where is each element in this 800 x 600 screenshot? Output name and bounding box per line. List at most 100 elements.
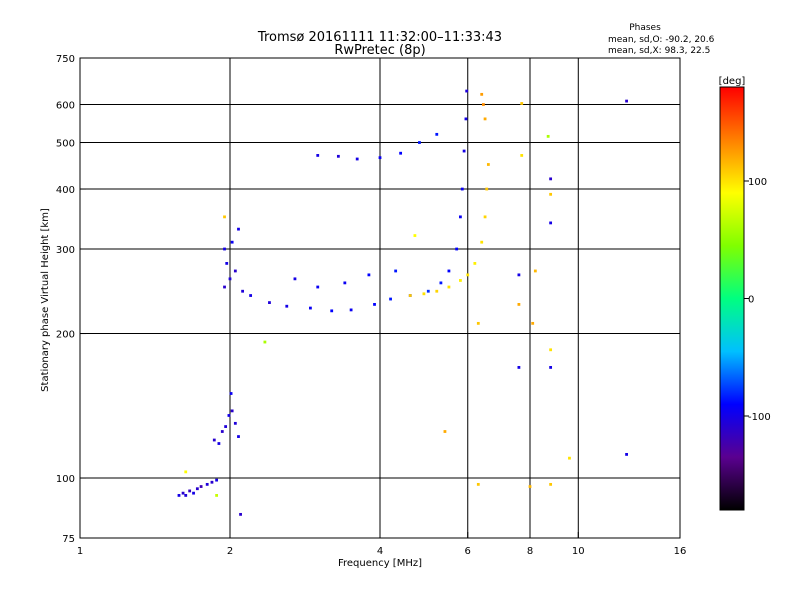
- chart-title: Tromsø 20161111 11:32:00–11:33:43: [257, 30, 502, 45]
- data-points: [177, 89, 628, 516]
- o-mode-point: [343, 281, 347, 285]
- o-mode-point: [228, 277, 232, 281]
- y-tick-label: 500: [56, 139, 75, 150]
- o-mode-point: [205, 482, 209, 486]
- o-mode-point: [212, 438, 216, 442]
- o-mode-point: [223, 247, 226, 251]
- colorbar-tick-label: 0: [748, 295, 754, 306]
- y-tick-label: 750: [56, 54, 75, 65]
- o-mode-point: [227, 414, 231, 417]
- colorbar-tick-label: -100: [748, 412, 771, 423]
- o-mode-point: [241, 289, 245, 293]
- o-mode-point: [285, 304, 289, 308]
- o-mode-point: [435, 132, 439, 136]
- y-tick-label: 400: [56, 185, 75, 196]
- o-mode-point: [447, 269, 451, 273]
- o-mode-point: [373, 303, 376, 306]
- x-mode-point: [520, 154, 524, 157]
- x-mode-point: [408, 294, 412, 297]
- grid-lines: [80, 58, 680, 538]
- o-mode-point: [460, 187, 464, 191]
- y-axis: 75 100 200 300 400 500 600 750: [56, 54, 86, 545]
- o-mode-point: [309, 306, 312, 310]
- o-mode-point: [336, 154, 340, 158]
- x-axis: 1 2 4 6 8 10 16: [77, 532, 687, 557]
- o-mode-point: [237, 435, 240, 438]
- x-tick-label: 2: [227, 546, 233, 557]
- o-mode-point: [399, 151, 403, 155]
- o-mode-point: [210, 480, 214, 484]
- x-mode-point: [459, 279, 462, 282]
- x-mode-point: [473, 261, 477, 265]
- o-mode-point: [625, 99, 628, 103]
- x-mode-point: [549, 348, 553, 352]
- x-tick-label: 1: [77, 546, 83, 557]
- o-mode-point: [199, 485, 203, 488]
- x-mode-point: [533, 269, 537, 273]
- o-mode-point: [177, 494, 181, 497]
- o-mode-point: [233, 421, 237, 425]
- x-mode-point: [546, 134, 550, 138]
- o-mode-point: [192, 491, 195, 495]
- o-mode-point: [426, 289, 430, 293]
- o-mode-point: [225, 261, 229, 265]
- o-mode-point: [224, 425, 228, 428]
- o-mode-point: [464, 117, 468, 121]
- x-mode-point: [549, 192, 553, 196]
- x-mode-point: [263, 340, 267, 344]
- x-tick-label: 6: [465, 546, 471, 557]
- o-mode-point: [188, 489, 192, 493]
- y-tick-label: 75: [62, 534, 75, 545]
- x-mode-point: [413, 234, 417, 237]
- o-mode-point: [330, 309, 334, 313]
- o-mode-point: [237, 227, 240, 231]
- x-mode-point: [486, 163, 490, 166]
- x-mode-point: [549, 482, 553, 486]
- y-tick-label: 300: [56, 245, 75, 256]
- o-mode-point: [549, 177, 553, 181]
- o-mode-point: [465, 89, 469, 93]
- x-tick-label: 16: [674, 546, 687, 557]
- colorbar-tick-label: 100: [748, 177, 767, 188]
- y-tick-label: 600: [56, 101, 75, 112]
- o-mode-point: [249, 294, 253, 297]
- x-axis-label: Frequency [MHz]: [338, 558, 422, 569]
- y-tick-label: 100: [56, 474, 75, 485]
- x-mode-point: [481, 103, 485, 106]
- x-mode-point: [520, 102, 524, 105]
- colorbar-label: [deg]: [719, 76, 746, 87]
- x-mode-point: [215, 494, 219, 497]
- o-mode-point: [459, 215, 462, 219]
- x-mode-point: [443, 430, 447, 433]
- x-mode-point: [517, 303, 521, 306]
- o-mode-point: [230, 409, 234, 413]
- o-mode-point: [439, 281, 443, 285]
- o-mode-point: [549, 221, 553, 225]
- colorbar: [719, 86, 745, 511]
- o-mode-point: [517, 273, 521, 277]
- x-mode-point: [485, 187, 489, 191]
- o-mode-point: [455, 247, 459, 251]
- o-mode-point: [517, 366, 521, 369]
- o-mode-point: [625, 453, 628, 456]
- o-mode-point: [549, 366, 553, 369]
- o-mode-point: [181, 491, 185, 495]
- o-mode-point: [230, 240, 234, 244]
- o-mode-point: [462, 149, 466, 153]
- o-mode-point: [389, 297, 392, 301]
- x-mode-point: [223, 215, 226, 219]
- o-mode-point: [293, 277, 297, 281]
- y-tick-label: 200: [56, 330, 75, 341]
- x-mode-point: [476, 482, 480, 486]
- phase-stats-x: mean, sd,X: 98.3, 22.5: [608, 46, 710, 56]
- o-mode-point: [239, 512, 242, 516]
- x-tick-label: 10: [572, 546, 585, 557]
- x-mode-point: [422, 292, 426, 296]
- o-mode-point: [268, 301, 271, 304]
- o-mode-point: [316, 285, 320, 289]
- phase-stats-heading: Phases: [629, 23, 661, 33]
- o-mode-point: [316, 154, 320, 157]
- o-mode-point: [378, 156, 382, 160]
- x-mode-point: [480, 92, 484, 96]
